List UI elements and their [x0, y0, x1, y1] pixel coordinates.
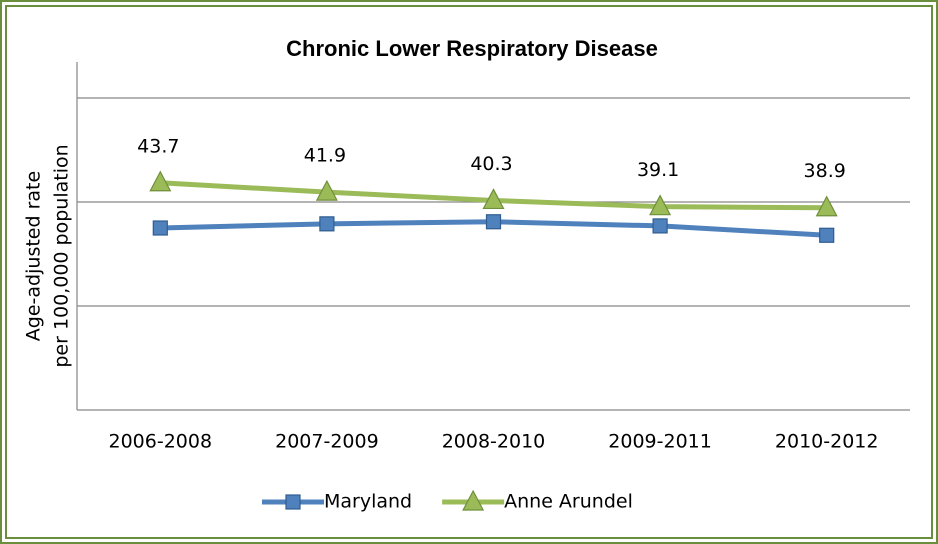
y-axis-title: per 100,000 population — [51, 144, 73, 367]
x-tick-label: 2007-2009 — [275, 431, 379, 453]
data-label: 43.7 — [137, 135, 179, 157]
data-point — [649, 194, 672, 216]
x-tick-label: 2006-2008 — [109, 431, 213, 453]
legend-label: Maryland — [324, 491, 412, 513]
chart-title: Chronic Lower Respiratory Disease — [286, 36, 658, 61]
x-tick-label: 2009-2011 — [608, 431, 712, 453]
data-point — [652, 218, 668, 234]
legend-marker — [285, 494, 301, 510]
data-point — [815, 195, 838, 217]
data-label: 41.9 — [304, 145, 346, 167]
data-label: 38.9 — [804, 160, 846, 182]
data-label: 39.1 — [637, 159, 679, 181]
y-axis-title: Age-adjusted rate — [23, 171, 45, 341]
data-point — [152, 220, 168, 236]
data-point — [482, 188, 505, 210]
data-point — [319, 216, 335, 232]
data-label: 40.3 — [470, 153, 512, 175]
inner-frame — [5, 5, 933, 539]
legend-marker — [462, 489, 485, 511]
x-tick-label: 2010-2012 — [775, 431, 879, 453]
data-point — [819, 227, 835, 243]
x-tick-label: 2008-2010 — [442, 431, 546, 453]
legend-label: Anne Arundel — [504, 491, 633, 513]
data-point — [485, 214, 502, 230]
data-point — [149, 170, 172, 192]
data-point — [315, 179, 338, 201]
